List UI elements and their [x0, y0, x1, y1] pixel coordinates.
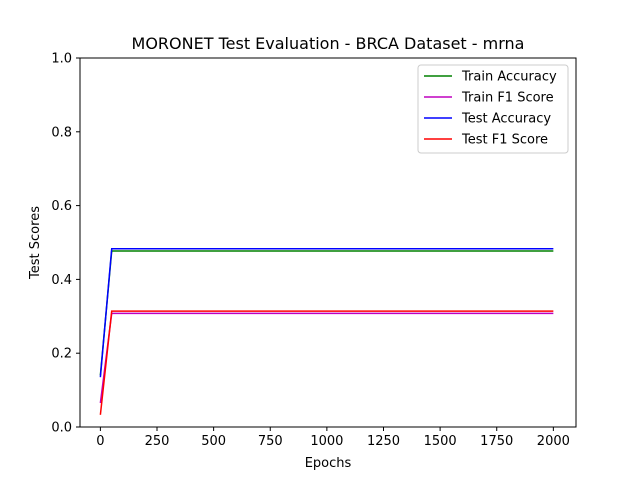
- legend-items: Train Accuracy Train F1 Score Test Accurac…: [424, 70, 557, 148]
- series-line-3: [99, 248, 554, 378]
- legend-box: [417, 64, 569, 154]
- x-tick-label: 1250: [367, 434, 400, 449]
- y-tick-label: 0.0: [51, 421, 72, 436]
- y-tick-label: 0.8: [51, 125, 72, 140]
- series-layer: [99, 248, 554, 415]
- y-axis-label: Test Scores: [28, 206, 43, 280]
- legend-label: Train F1 Score: [461, 91, 554, 106]
- x-tick-label: 750: [258, 434, 283, 449]
- plot-frame: [79, 57, 577, 428]
- legend-label: Test Accuracy: [461, 112, 551, 127]
- x-tick-label: 0: [96, 434, 104, 449]
- x-axis-label: Epochs: [305, 456, 352, 471]
- series-line-2: [99, 312, 554, 404]
- chart-title: MORONET Test Evaluation - BRCA Dataset -…: [132, 34, 525, 53]
- x-tick-label: 1000: [310, 434, 343, 449]
- series-line-4: [99, 310, 554, 415]
- x-tick-label: 1500: [424, 434, 457, 449]
- y-tick-label: 0.6: [51, 199, 72, 214]
- legend-label: Train Accuracy: [461, 70, 557, 85]
- x-tick-label: 500: [201, 434, 226, 449]
- x-tick-label: 1750: [480, 434, 513, 449]
- y-tick-label: 1.0: [51, 52, 72, 67]
- x-tick-label: 250: [145, 434, 170, 449]
- legend: Train Accuracy Train F1 Score Test Accurac…: [417, 64, 569, 154]
- y-tick-label: 0.2: [51, 347, 72, 362]
- legend-label: Test F1 Score: [461, 133, 548, 148]
- x-axis-ticks: 0 250 500 750 1000 1250 1500 1750 2000: [96, 427, 570, 449]
- y-tick-label: 0.4: [51, 273, 72, 288]
- x-tick-label: 2000: [537, 434, 570, 449]
- y-axis-ticks: 0.0 0.2 0.4 0.6 0.8 1.0: [51, 52, 80, 436]
